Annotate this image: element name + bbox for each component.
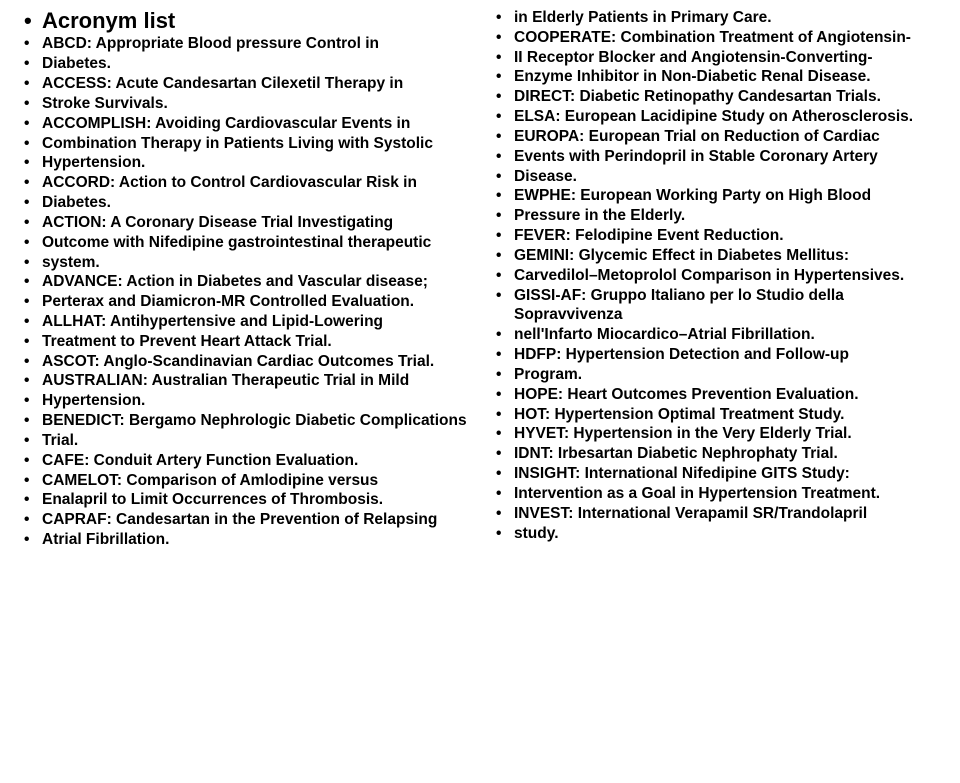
list-item: BENEDICT: Bergamo Nephrologic Diabetic C… [40,411,468,431]
right-column: in Elderly Patients in Primary Care.COOP… [492,8,940,550]
list-item: HDFP: Hypertension Detection and Follow-… [512,345,940,365]
list-item: II Receptor Blocker and Angiotensin-Conv… [512,48,940,68]
list-item: HYVET: Hypertension in the Very Elderly … [512,424,940,444]
list-item: HOPE: Heart Outcomes Prevention Evaluati… [512,385,940,405]
list-item: in Elderly Patients in Primary Care. [512,8,940,28]
list-item: INVEST: International Verapamil SR/Trand… [512,504,940,524]
list-item: Enzyme Inhibitor in Non-Diabetic Renal D… [512,67,940,87]
list-item: Carvedilol–Metoprolol Comparison in Hype… [512,266,940,286]
list-item: HOT: Hypertension Optimal Treatment Stud… [512,405,940,425]
list-item: ELSA: European Lacidipine Study on Ather… [512,107,940,127]
list-item: CAPRAF: Candesartan in the Prevention of… [40,510,468,530]
list-item: Hypertension. [40,153,468,173]
list-item: Outcome with Nifedipine gastrointestinal… [40,233,468,253]
page-title: Acronym list [40,8,468,34]
left-column: Acronym list ABCD: Appropriate Blood pre… [20,8,468,550]
list-item: Hypertension. [40,391,468,411]
list-item: ACCORD: Action to Control Cardiovascular… [40,173,468,193]
right-list-items: in Elderly Patients in Primary Care.COOP… [492,8,940,543]
list-item: COOPERATE: Combination Treatment of Angi… [512,28,940,48]
list-item: nell'Infarto Miocardico–Atrial Fibrillat… [512,325,940,345]
list-item: Intervention as a Goal in Hypertension T… [512,484,940,504]
list-item: EUROPA: European Trial on Reduction of C… [512,127,940,147]
left-list: Acronym list [20,8,468,34]
list-item: Disease. [512,167,940,187]
list-item: Enalapril to Limit Occurrences of Thromb… [40,490,468,510]
list-item: system. [40,253,468,273]
list-item: Diabetes. [40,54,468,74]
list-item: ACTION: A Coronary Disease Trial Investi… [40,213,468,233]
list-item: ADVANCE: Action in Diabetes and Vascular… [40,272,468,292]
list-item: CAMELOT: Comparison of Amlodipine versus [40,471,468,491]
list-item: CAFE: Conduit Artery Function Evaluation… [40,451,468,471]
list-item: ACCOMPLISH: Avoiding Cardiovascular Even… [40,114,468,134]
list-item: ASCOT: Anglo-Scandinavian Cardiac Outcom… [40,352,468,372]
list-item: ACCESS: Acute Candesartan Cilexetil Ther… [40,74,468,94]
list-item: Pressure in the Elderly. [512,206,940,226]
list-item: Program. [512,365,940,385]
list-item: Perterax and Diamicron-MR Controlled Eva… [40,292,468,312]
list-item: IDNT: Irbesartan Diabetic Nephrophaty Tr… [512,444,940,464]
list-item: Atrial Fibrillation. [40,530,468,550]
list-item: Diabetes. [40,193,468,213]
list-item: GISSI-AF: Gruppo Italiano per lo Studio … [512,286,940,326]
list-item: ABCD: Appropriate Blood pressure Control… [40,34,468,54]
list-item: Combination Therapy in Patients Living w… [40,134,468,154]
list-item: DIRECT: Diabetic Retinopathy Candesartan… [512,87,940,107]
list-item: Trial. [40,431,468,451]
two-column-layout: Acronym list ABCD: Appropriate Blood pre… [20,8,940,550]
list-item: AUSTRALIAN: Australian Therapeutic Trial… [40,371,468,391]
list-item: ALLHAT: Antihypertensive and Lipid-Lower… [40,312,468,332]
list-item: Treatment to Prevent Heart Attack Trial. [40,332,468,352]
list-item: Events with Perindopril in Stable Corona… [512,147,940,167]
list-item: study. [512,524,940,544]
list-item: INSIGHT: International Nifedipine GITS S… [512,464,940,484]
list-item: Stroke Survivals. [40,94,468,114]
left-list-items: ABCD: Appropriate Blood pressure Control… [20,34,468,550]
list-item: EWPHE: European Working Party on High Bl… [512,186,940,206]
list-item: FEVER: Felodipine Event Reduction. [512,226,940,246]
list-item: GEMINI: Glycemic Effect in Diabetes Mell… [512,246,940,266]
